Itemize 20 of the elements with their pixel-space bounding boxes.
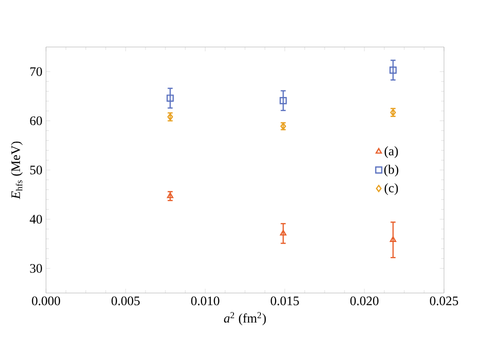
x-tick-label: 0.010 bbox=[191, 296, 220, 306]
y-tick-label: 50 bbox=[30, 166, 42, 174]
x-tick-label: 0.000 bbox=[32, 296, 60, 306]
y-tick-label: 70 bbox=[30, 67, 42, 76]
y-tick-label: 30 bbox=[30, 264, 42, 273]
legend-label: (c) bbox=[384, 183, 398, 195]
point bbox=[166, 94, 174, 102]
x-tick-label: 0.005 bbox=[112, 296, 140, 306]
y-tick-label: 40 bbox=[30, 214, 42, 224]
x-axis-title: a$^{2}$ (fm$^{2}$) bbox=[224, 312, 266, 326]
y-axis-title: E$_{hfs}$ (MeV) bbox=[10, 142, 23, 200]
x-tick-label: 0.020 bbox=[350, 296, 378, 306]
y-tick-label: 60 bbox=[30, 116, 42, 126]
x-tick-label: 0.015 bbox=[270, 296, 299, 306]
legend-label: (b) bbox=[384, 164, 398, 176]
point bbox=[280, 97, 287, 104]
point bbox=[389, 66, 397, 74]
point bbox=[166, 192, 174, 198]
legend-label: (a) bbox=[384, 146, 398, 158]
x-tick-label: 0.025 bbox=[430, 296, 458, 306]
